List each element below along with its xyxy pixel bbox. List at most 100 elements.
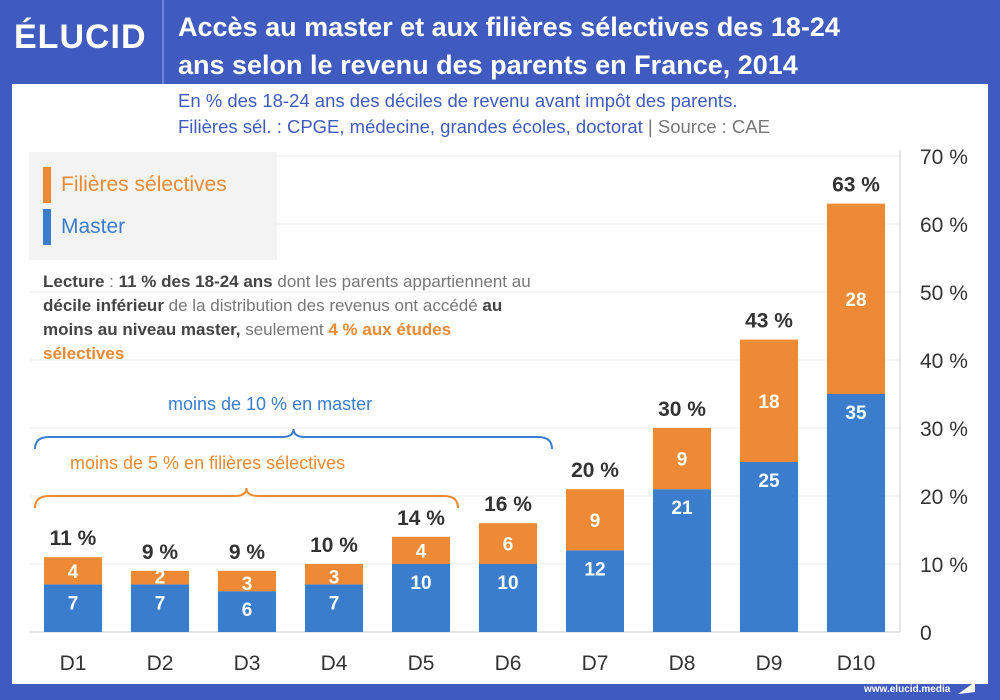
y-tick-label: 50 %	[920, 282, 968, 305]
note-lecture: Lecture	[43, 272, 105, 291]
legend-swatch-selective	[43, 167, 51, 203]
x-tick-label: D1	[60, 652, 87, 675]
note-text: dont les parents appartiennent au	[272, 272, 531, 291]
note-bold: 11 % des 18-24 ans	[118, 272, 273, 291]
total-label: 30 %	[658, 398, 706, 421]
total-label: 43 %	[745, 310, 793, 333]
bar-selective	[305, 564, 363, 585]
note-bold: au moins au niveau master,	[43, 296, 503, 339]
x-tick-label: D8	[669, 652, 696, 675]
data-label-master: 10	[410, 573, 431, 594]
total-label: 11 %	[50, 527, 97, 550]
elucid-logo: ÉLUCID	[14, 18, 147, 56]
y-tick-label: 30 %	[920, 418, 968, 441]
bar-selective	[131, 570, 189, 585]
chart-subtitle: En % des 18-24 ans des déciles de revenu…	[178, 88, 988, 140]
master-brace	[34, 428, 553, 450]
x-tick-label: D10	[837, 652, 876, 675]
total-label: 9 %	[142, 541, 179, 564]
data-label-master: 10	[497, 573, 518, 594]
data-label-master: 7	[329, 593, 340, 614]
bar-master	[44, 584, 102, 632]
data-label-master: 25	[758, 471, 780, 492]
bar-selective	[653, 428, 711, 490]
total-label: 63 %	[832, 174, 880, 197]
bar-master	[653, 489, 711, 632]
legend: Filières sélectives Master	[29, 152, 277, 260]
note-highlight: 4 % aux études sélectives	[43, 320, 452, 363]
data-label-selective: 9	[677, 450, 688, 471]
total-label: 9 %	[229, 541, 266, 564]
bar-master	[740, 462, 798, 632]
subtitle-line-1: En % des 18-24 ans des déciles de revenu…	[178, 90, 738, 111]
x-tick-label: D4	[321, 652, 348, 675]
bar-master	[131, 584, 189, 632]
y-tick-label: 40 %	[920, 350, 968, 373]
data-label-selective: 28	[845, 290, 866, 311]
note-text: de la distribution des revenus ont accéd…	[163, 296, 483, 315]
data-label-master: 21	[671, 498, 693, 519]
data-label-master: 7	[68, 593, 79, 614]
bar-selective	[740, 339, 798, 462]
y-tick-label: 70 %	[920, 146, 968, 169]
bar-master	[218, 591, 276, 632]
data-label-master: 35	[845, 403, 867, 424]
bar-selective	[479, 523, 537, 564]
bar-selective	[392, 536, 450, 564]
data-label-selective: 4	[416, 541, 427, 562]
subtitle-line-2: Filières sél. : CPGE, médecine, grandes …	[178, 116, 643, 137]
bar-master	[566, 550, 624, 632]
selective-brace	[34, 487, 459, 509]
note-bold: décile inférieur	[43, 296, 164, 315]
bar-selective	[218, 570, 276, 592]
title-line-2: ans selon le revenu des parents en Franc…	[178, 50, 798, 80]
bar-selective	[566, 489, 624, 551]
total-label: 20 %	[571, 459, 619, 482]
x-tick-label: D5	[408, 652, 435, 675]
source: Source : CAE	[657, 116, 770, 137]
title-line-1: Accès au master et aux filières sélectiv…	[178, 12, 840, 42]
data-label-master: 12	[584, 559, 605, 580]
chart-title: Accès au master et aux filières sélectiv…	[178, 8, 978, 84]
master-brace-label: moins de 10 % en master	[168, 394, 373, 414]
data-label-selective: 3	[242, 574, 253, 595]
data-label-master: 7	[155, 593, 166, 614]
data-label-selective: 4	[68, 562, 79, 583]
note-text: :	[104, 272, 119, 291]
data-label-selective: 9	[590, 511, 601, 532]
header-divider	[162, 0, 164, 84]
y-tick-label: 10 %	[920, 554, 968, 577]
separator: |	[647, 116, 653, 137]
data-label-selective: 18	[758, 392, 779, 413]
total-label: 14 %	[397, 507, 445, 530]
data-label-selective: 6	[503, 535, 514, 556]
x-tick-label: D3	[234, 652, 261, 675]
total-label: 10 %	[310, 534, 358, 557]
legend-item-selective: Filières sélectives	[43, 167, 227, 203]
x-tick-label: D2	[147, 652, 174, 675]
data-label-master: 6	[242, 600, 253, 621]
x-tick-label: D6	[495, 652, 522, 675]
bar-master	[827, 394, 885, 632]
x-tick-label: D9	[756, 652, 783, 675]
bar-master	[305, 584, 363, 632]
footer-url: www.elucid.media	[864, 684, 951, 695]
legend-item-master: Master	[43, 209, 126, 245]
total-label: 16 %	[484, 493, 532, 516]
bar-selective	[827, 203, 885, 394]
bar-selective	[44, 557, 102, 585]
bar-master	[479, 564, 537, 632]
selective-brace-label: moins de 5 % en filières sélectives	[70, 453, 346, 473]
legend-label-selective: Filières sélectives	[61, 173, 227, 196]
y-tick-label: 0	[920, 622, 932, 645]
data-label-selective: 3	[329, 567, 340, 588]
elucid-flag-icon	[958, 682, 975, 694]
legend-swatch-master	[43, 209, 51, 245]
bar-master	[392, 564, 450, 632]
data-label-selective: 2	[155, 567, 166, 588]
y-tick-label: 20 %	[920, 486, 968, 509]
x-tick-label: D7	[582, 652, 609, 675]
reading-note: Lecture : 11 % des 18-24 ans dont les pa…	[43, 270, 533, 366]
legend-label-master: Master	[61, 215, 126, 238]
